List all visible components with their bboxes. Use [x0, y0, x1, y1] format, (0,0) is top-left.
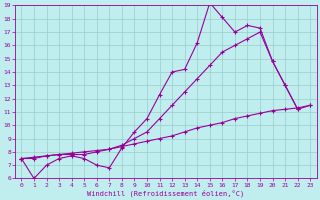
X-axis label: Windchill (Refroidissement éolien,°C): Windchill (Refroidissement éolien,°C): [87, 189, 244, 197]
